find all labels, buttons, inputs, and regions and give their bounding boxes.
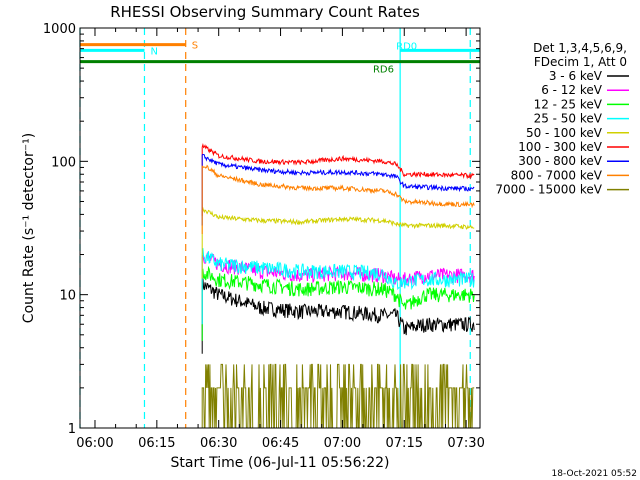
series-line [201,265,475,341]
flag-label-n: N [150,46,157,57]
legend-label: 12 - 25 keV [534,97,603,111]
x-axis-label: Start Time (06-Jul-11 05:56:22) [170,455,389,471]
x-tick-label: 06:15 [138,436,175,451]
legend-header-line-2: FDecim 1, Att 0 [534,55,627,69]
chart-title: RHESSI Observing Summary Count Rates [110,3,420,21]
y-tick-label: 10 [59,289,76,304]
legend-label: 3 - 6 keV [549,69,603,83]
plot-frame [79,27,481,429]
y-tick-label: 100 [51,155,76,170]
series-line [201,251,475,325]
flag-label-rd0: RD0 [396,41,417,52]
x-tick-label: 06:00 [76,436,113,451]
y-axis-label: Count Rate (s⁻¹ detector⁻¹) [21,133,37,323]
legend-label: 25 - 50 keV [534,112,603,126]
legend-label: 100 - 300 keV [518,140,602,154]
legend-label: 7000 - 15000 keV [495,183,602,197]
series-line [201,248,475,325]
x-tick-label: 06:45 [262,436,299,451]
x-tick-label: 07:00 [324,436,361,451]
footer-timestamp: 18-Oct-2021 05:52 [552,469,637,479]
legend: Det 1,3,4,5,6,9, FDecim 1, Att 0 3 - 6 k… [495,41,629,197]
legend-label: 300 - 800 keV [518,154,602,168]
flag-label-rd6: RD6 [373,65,394,76]
x-tick-label: 06:30 [200,436,237,451]
legend-header-line-1: Det 1,3,4,5,6,9, [533,41,627,55]
legend-label: 800 - 7000 keV [511,168,603,182]
series-line [201,363,475,429]
x-tick-label: 07:15 [386,436,423,451]
series-line [201,142,475,216]
series-line [201,164,475,234]
y-tick-label: 1000 [43,22,76,37]
x-tick-label: 07:30 [447,436,484,451]
series-line [201,206,475,279]
legend-label: 6 - 12 keV [541,83,603,97]
series-line [201,278,475,354]
flag-label-s: S [192,41,198,52]
y-tick-label: 1 [68,422,76,437]
series-line [201,153,475,226]
legend-label: 50 - 100 keV [526,126,603,140]
